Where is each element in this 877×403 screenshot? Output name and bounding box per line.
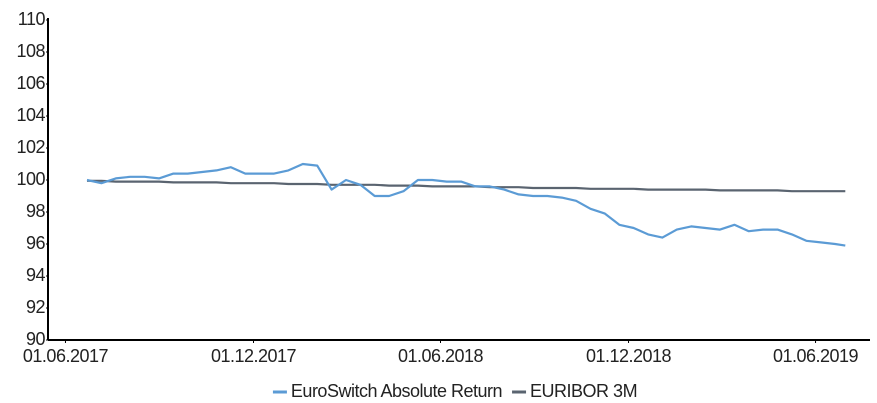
x-tick-label: 01.06.2018 bbox=[398, 346, 484, 366]
x-tick-label: 01.12.2017 bbox=[211, 346, 297, 366]
x-tick-label: 01.12.2018 bbox=[586, 346, 672, 366]
y-tick-label: 110 bbox=[18, 9, 46, 29]
y-tick-label: 90 bbox=[26, 329, 46, 349]
y-tick-label: 98 bbox=[26, 201, 46, 221]
y-tick-label: 102 bbox=[16, 137, 45, 157]
series-line bbox=[87, 179, 846, 193]
x-tick-label: 01.06.2017 bbox=[23, 346, 109, 366]
series-line bbox=[86, 162, 846, 247]
legend-label: EuroSwitch Absolute Return bbox=[291, 381, 502, 401]
y-tick-label: 108 bbox=[16, 41, 45, 61]
y-tick-label: 104 bbox=[16, 105, 45, 125]
y-tick-label: 100 bbox=[16, 169, 45, 189]
x-tick-label: 01.06.2019 bbox=[773, 346, 859, 366]
y-tick-label: 96 bbox=[26, 233, 46, 253]
legend-label: EURIBOR 3M bbox=[530, 381, 637, 401]
y-tick-label: 92 bbox=[26, 297, 46, 317]
y-tick-label: 106 bbox=[16, 73, 45, 93]
y-tick-label: 94 bbox=[26, 265, 46, 285]
